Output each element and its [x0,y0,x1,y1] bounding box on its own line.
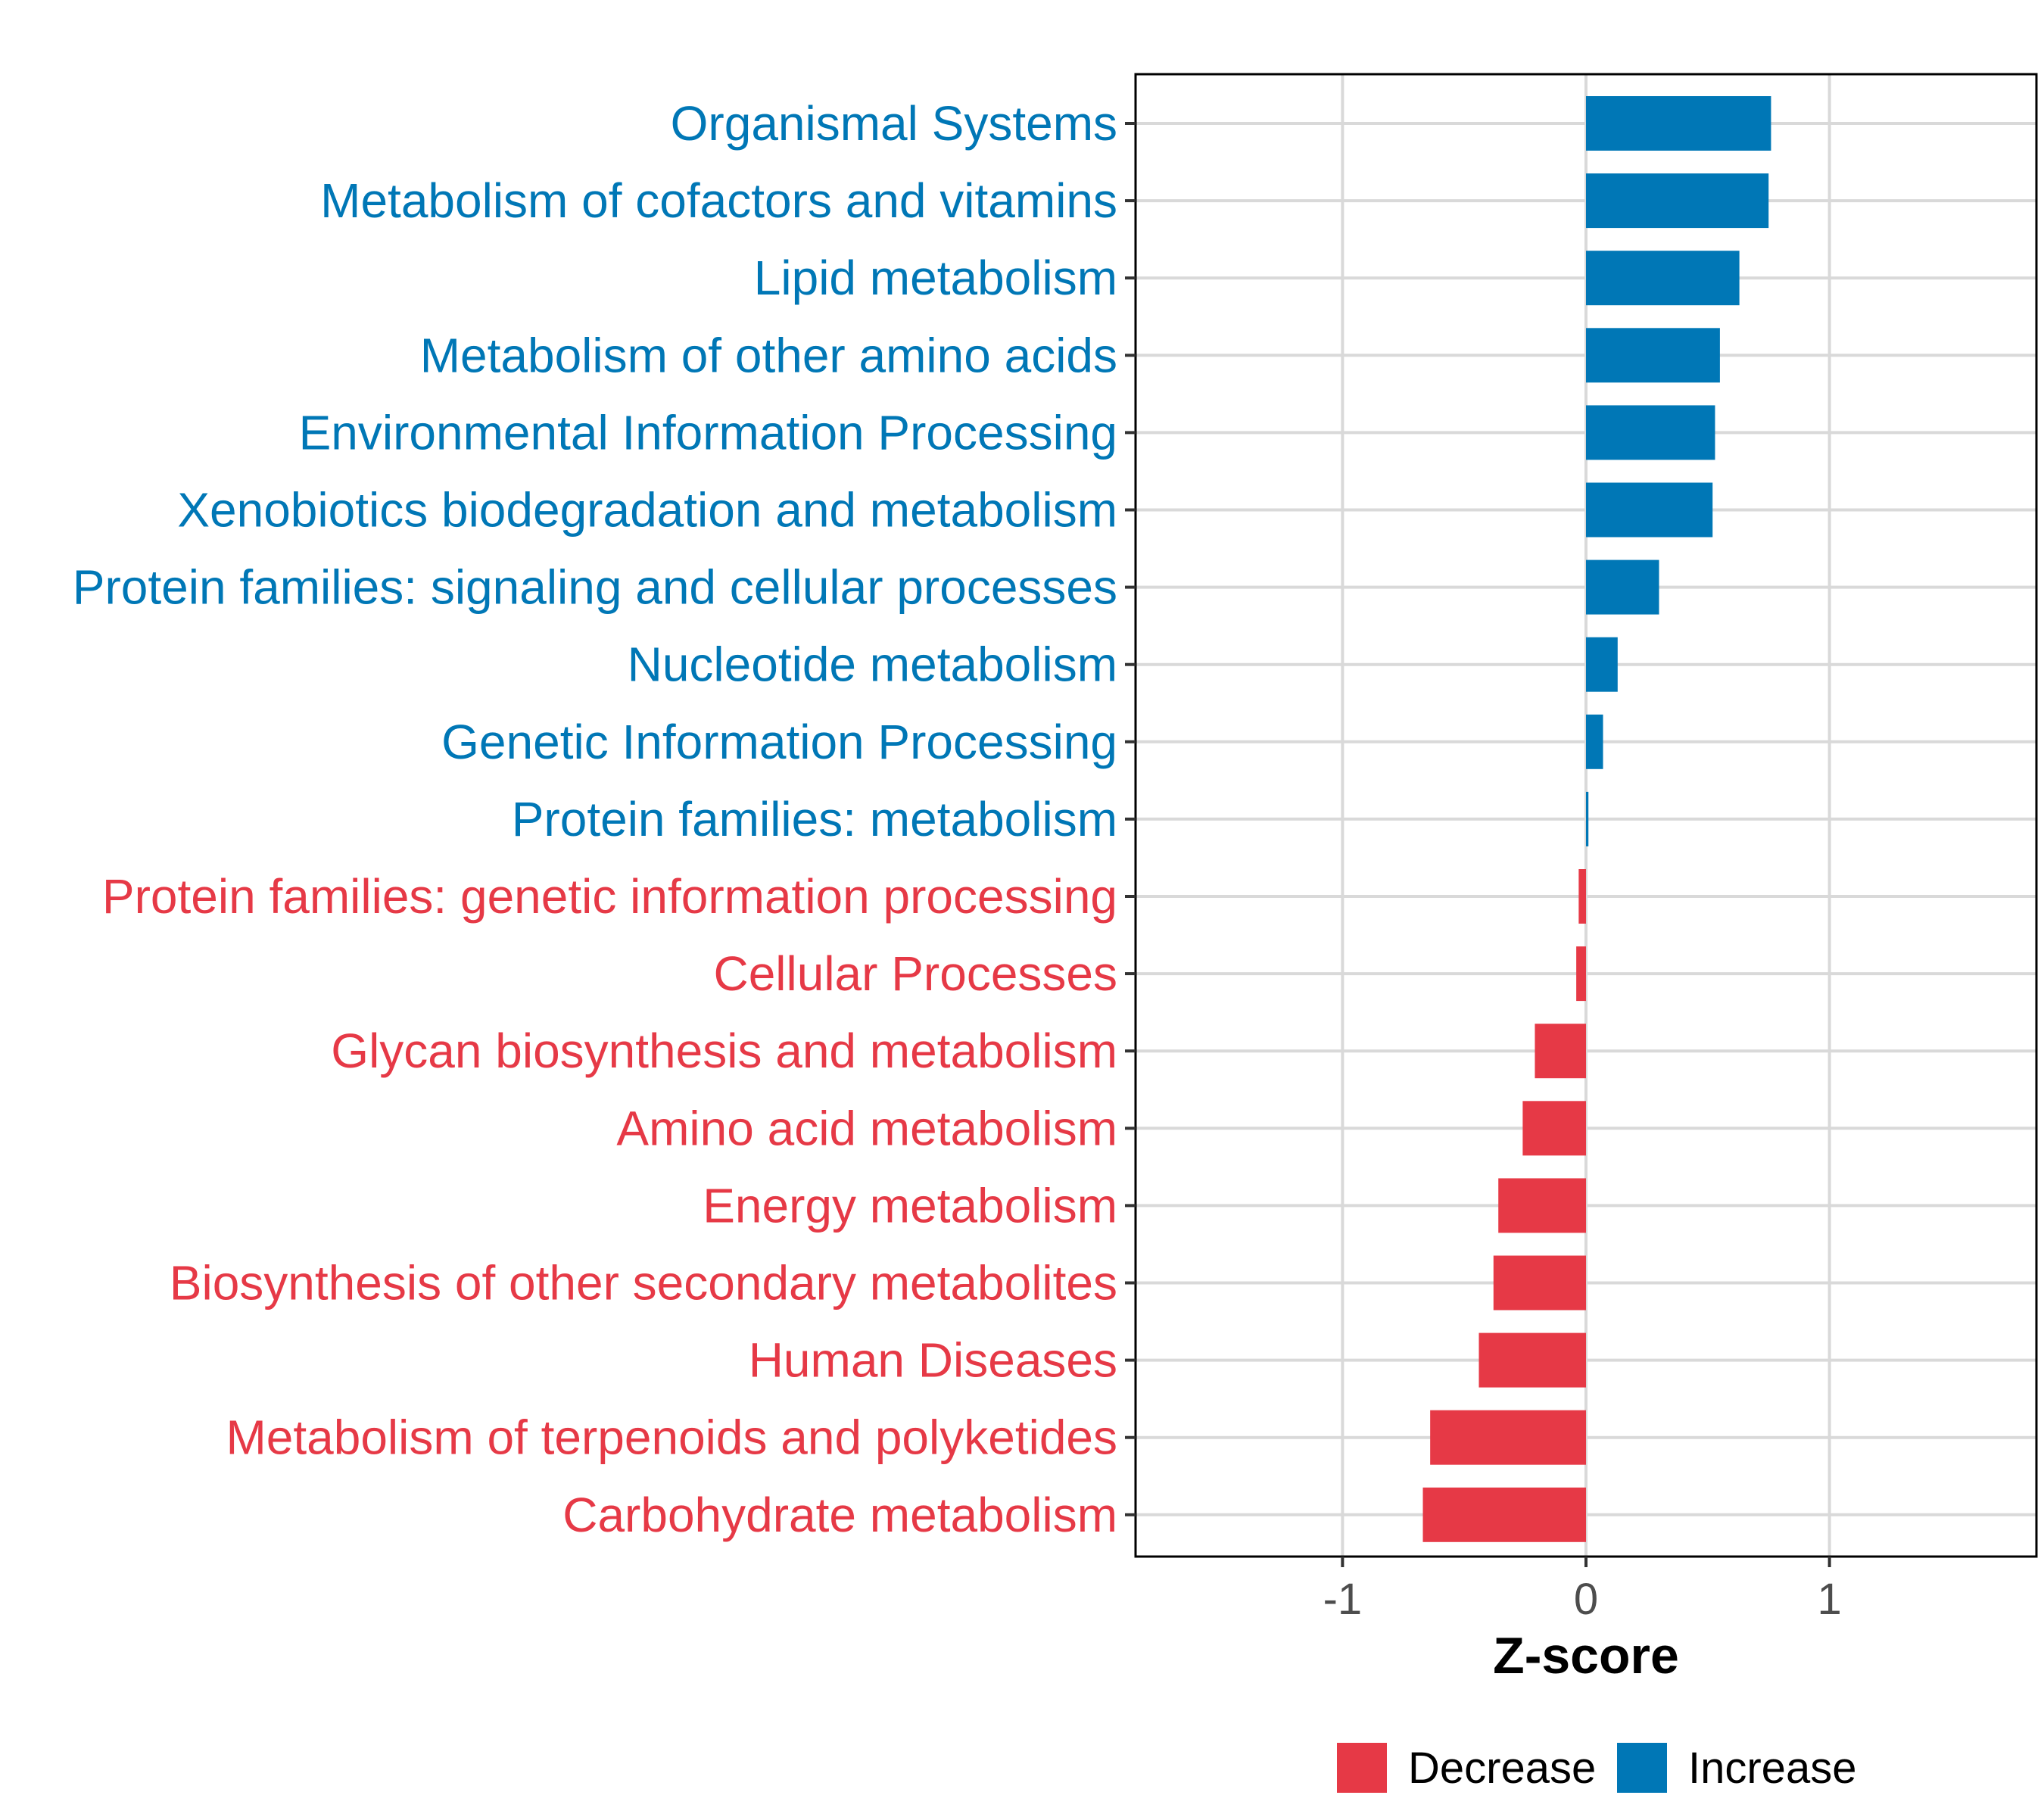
bar [1586,251,1740,306]
x-tick-label: 0 [1574,1575,1598,1624]
legend-label-increase: Increase [1688,1744,1856,1793]
category-label: Carbohydrate metabolism [562,1488,1117,1542]
y-axis-ticks [1125,122,1136,1516]
bar [1586,96,1771,151]
bar [1586,637,1618,692]
bar [1422,1487,1586,1542]
bar [1535,1024,1586,1079]
legend-label-decrease: Decrease [1408,1744,1596,1793]
y-axis-labels: Organismal Systems Metabolism of cofactor… [73,96,1117,1542]
bar [1498,1178,1586,1233]
category-label: Environmental Information Processing [299,405,1117,460]
category-label: Xenobiotics biodegradation and metabolis… [177,483,1117,538]
bar-layer [1422,96,1771,1542]
category-label: Protein families: genetic information pr… [102,869,1117,924]
legend-swatch-increase [1617,1743,1667,1793]
category-label: Metabolism of cofactors and vitamins [320,173,1117,228]
category-label: Protein families: metabolism [512,792,1117,846]
bar [1586,559,1659,615]
x-tick-label: 1 [1817,1575,1841,1624]
x-axis-title: Z-score [1493,1627,1679,1685]
category-label: Genetic Information Processing [441,715,1117,769]
bar [1586,405,1715,460]
category-label: Organismal Systems [671,96,1117,151]
x-tick-label: -1 [1323,1575,1363,1624]
category-label: Glycan biosynthesis and metabolism [331,1024,1117,1078]
x-axis-ticks: -1 0 1 [1323,1557,1842,1624]
bar [1493,1255,1586,1311]
category-label: Amino acid metabolism [616,1101,1117,1155]
bar [1586,482,1713,538]
category-label: Metabolism of other amino acids [420,328,1117,382]
bar [1522,1101,1586,1156]
category-label: Protein families: signaling and cellular… [73,560,1117,615]
category-label: Biosynthesis of other secondary metaboli… [170,1256,1117,1311]
bar [1478,1332,1586,1388]
bar [1586,173,1769,229]
legend-swatch-decrease [1337,1743,1387,1793]
category-label: Lipid metabolism [754,251,1117,305]
bar [1578,869,1586,924]
legend: Decrease Increase [1337,1743,1856,1793]
category-label: Human Diseases [749,1333,1117,1388]
category-label: Cellular Processes [713,946,1117,1001]
category-label: Metabolism of terpenoids and polyketides [226,1410,1117,1465]
bar [1586,791,1589,846]
bar [1586,714,1603,769]
bar [1430,1410,1586,1465]
bar [1576,946,1586,1002]
category-label: Energy metabolism [703,1178,1117,1233]
bar [1586,328,1720,383]
category-label: Nucleotide metabolism [628,637,1117,692]
